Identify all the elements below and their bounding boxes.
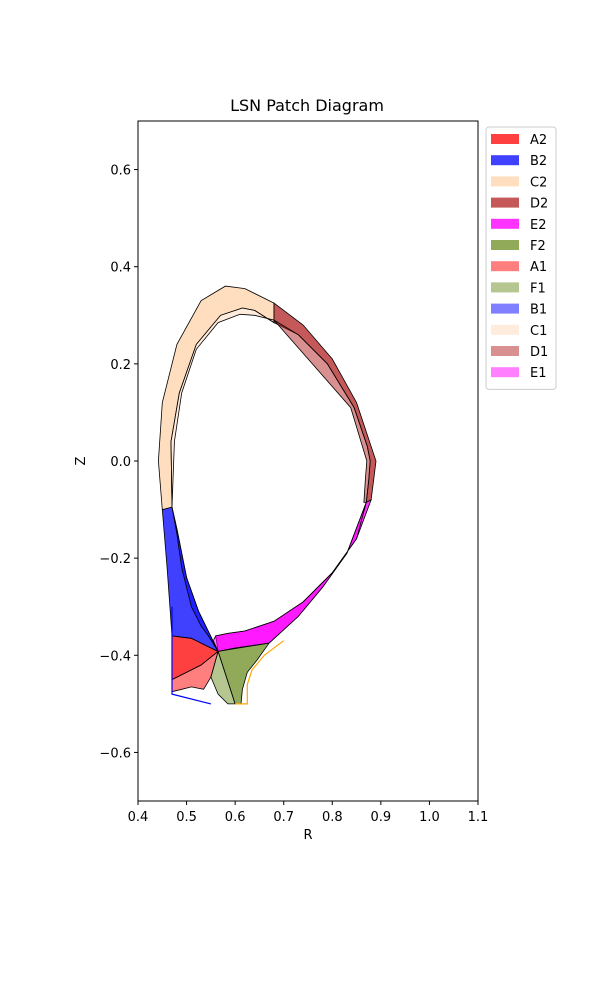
legend-swatch-c2 xyxy=(491,176,519,187)
legend-label-b1: B1 xyxy=(530,303,547,318)
y-tick-label: 0.0 xyxy=(110,455,131,470)
patch-e1 xyxy=(212,502,367,652)
legend-label-d2: D2 xyxy=(530,197,548,212)
patch-f1 xyxy=(210,650,236,705)
patch-c1 xyxy=(170,307,275,508)
legend-swatch-b1 xyxy=(491,303,519,314)
legend-swatch-a2 xyxy=(491,134,519,144)
legend-label-f2: F2 xyxy=(530,239,546,254)
legend-swatch-e1 xyxy=(491,367,519,378)
patch-a1 xyxy=(171,650,219,693)
x-tick-label: 0.7 xyxy=(273,810,294,825)
legend-label-b2: B2 xyxy=(530,154,547,169)
x-tick-label: 0.8 xyxy=(322,810,343,825)
legend-swatch-a1 xyxy=(491,261,519,272)
x-tick-label: 1.0 xyxy=(419,810,440,825)
y-tick-label: −0.6 xyxy=(99,746,131,761)
legend-label-f1: F1 xyxy=(530,281,546,296)
legend-label-c2: C2 xyxy=(530,175,547,190)
x-tick-label: 0.9 xyxy=(371,810,392,825)
blue-wall xyxy=(171,606,212,705)
chart-title: LSN Patch Diagram xyxy=(230,96,384,115)
legend-swatch-b2 xyxy=(491,155,519,166)
legend-swatch-d1 xyxy=(491,346,519,356)
x-tick-label: 0.6 xyxy=(225,810,246,825)
legend-swatch-c1 xyxy=(491,324,519,335)
y-tick-label: −0.4 xyxy=(99,649,131,664)
y-tick-label: 0.6 xyxy=(110,164,131,179)
legend-label-c1: C1 xyxy=(530,324,547,339)
patch-b1 xyxy=(171,507,219,652)
x-tick-label: 0.5 xyxy=(176,810,197,825)
y-tick-label: −0.2 xyxy=(99,552,131,567)
legend-swatch-d2 xyxy=(491,197,519,208)
legend-swatch-f1 xyxy=(491,282,519,293)
x-tick-label: 1.1 xyxy=(468,810,489,825)
plot-area xyxy=(157,285,377,705)
legend-label-a2: A2 xyxy=(530,133,547,148)
legend: A2 B2 C2 D2 E2 F2 A1 F1 B1 C1 D1 E1 xyxy=(485,126,557,390)
patch-d1 xyxy=(273,319,371,503)
y-axis: −0.6 −0.4 −0.2 0.0 0.2 0.4 0.6 xyxy=(99,164,138,761)
legend-swatch-e2 xyxy=(491,218,519,229)
legend-label-e1: E1 xyxy=(530,366,547,381)
legend-label-d1: D1 xyxy=(530,345,548,360)
legend-swatch-f2 xyxy=(491,240,519,250)
x-axis: 0.4 0.5 0.6 0.7 0.8 0.9 1.0 1.1 xyxy=(128,801,489,825)
y-tick-label: 0.2 xyxy=(110,358,131,373)
legend-label-e2: E2 xyxy=(530,218,547,233)
x-axis-label: R xyxy=(303,828,312,843)
orange-wall xyxy=(235,640,285,705)
legend-label-a1: A1 xyxy=(530,260,547,275)
x-tick-label: 0.4 xyxy=(128,810,149,825)
legend-frame xyxy=(485,126,557,390)
y-tick-label: 0.4 xyxy=(110,261,131,276)
y-axis-label: Z xyxy=(74,456,89,465)
